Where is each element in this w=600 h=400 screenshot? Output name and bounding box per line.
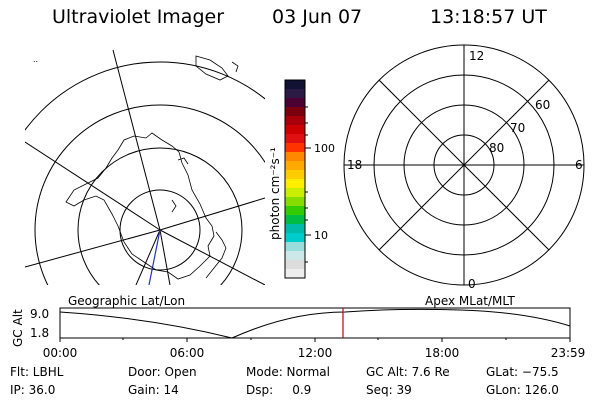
- gc-plot-ylabel: GC Alt: [11, 309, 25, 347]
- colorbar-segment: [285, 233, 305, 243]
- colorbar-frame: [284, 79, 306, 279]
- colorbar-ticks: [305, 106, 311, 263]
- colorbar-segment: [285, 125, 305, 135]
- mlt-label-12: 12: [469, 49, 484, 63]
- info-glon: GLon: 126.0: [486, 383, 559, 397]
- gc-ytick-9: 9.0: [30, 307, 49, 321]
- app-title: Ultraviolet Imager: [52, 6, 225, 28]
- colorbar-segment: [285, 251, 305, 261]
- mlat-labels: 60 70 80: [489, 98, 550, 155]
- colorbar-segment: [285, 269, 305, 279]
- time-label: 13:18:57 UT: [430, 6, 547, 28]
- gc-plot-frame: [59, 307, 571, 339]
- gc-plot-xticks: 00:00 06:00 12:00 18:00 23:59: [43, 346, 586, 360]
- info-dsp: Dsp: 0.9: [246, 383, 312, 397]
- date-label: 03 Jun 07: [272, 6, 363, 28]
- colorbar-segment: [285, 161, 305, 171]
- gc-xtick-0600: 06:00: [170, 346, 205, 360]
- colorbar-unit-label: photon cm⁻²s⁻¹: [268, 147, 282, 240]
- mlt-label-18: 18: [347, 158, 362, 172]
- apex-caption: Apex MLat/MLT: [425, 294, 515, 308]
- colorbar-tick-10: 10: [314, 229, 328, 242]
- info-seq: Seq: 39: [366, 383, 412, 397]
- colorbar-segment: [285, 80, 305, 90]
- gc-xtick-1200: 12:00: [298, 346, 333, 360]
- colorbar: [285, 80, 305, 279]
- colorbar-segment: [285, 260, 305, 270]
- mlat-label-80: 80: [489, 141, 504, 155]
- colorbar-segment: [285, 143, 305, 153]
- colorbar-segment: [285, 116, 305, 126]
- mlat-label-70: 70: [510, 121, 525, 135]
- colorbar-segment: [285, 197, 305, 207]
- colorbar-segment: [285, 224, 305, 234]
- info-mode: Mode: Normal: [246, 365, 330, 379]
- info-filter: Flt: LBHL: [10, 365, 64, 379]
- colorbar-segment: [285, 215, 305, 225]
- geographic-caption: Geographic Lat/Lon: [68, 294, 185, 308]
- mlat-mlt-grid: [343, 44, 585, 286]
- coast-fragment: ..: [33, 55, 38, 64]
- info-glat: GLat: −75.5: [486, 365, 559, 379]
- gc-ytick-1-8: 1.8: [30, 326, 49, 340]
- mlt-label-6: 6: [575, 158, 583, 172]
- gc-xtick-2359: 23:59: [551, 346, 586, 360]
- info-gain: Gain: 14: [128, 383, 179, 397]
- colorbar-segment: [285, 134, 305, 144]
- mlt-labels: 12 18 6 0: [347, 49, 583, 291]
- colorbar-segment: [285, 206, 305, 216]
- colorbar-segment: [285, 107, 305, 117]
- mlat-label-60: 60: [535, 98, 550, 112]
- coastline: [65, 55, 239, 280]
- colorbar-segment: [285, 179, 305, 189]
- mlt-label-0: 0: [468, 277, 476, 291]
- gc-altitude-curve: [59, 308, 571, 339]
- geographic-map: ..: [25, 50, 265, 285]
- colorbar-segment: [285, 98, 305, 108]
- colorbar-segment: [285, 89, 305, 99]
- gc-plot-ticks: [59, 338, 571, 342]
- gc-xtick-0000: 00:00: [43, 346, 78, 360]
- colorbar-segment: [285, 170, 305, 180]
- geographic-meridians: [25, 50, 265, 285]
- info-ip: IP: 36.0: [10, 383, 56, 397]
- info-door: Door: Open: [128, 365, 197, 379]
- colorbar-segment: [285, 152, 305, 162]
- colorbar-tick-100: 100: [314, 142, 335, 155]
- gc-xtick-1800: 18:00: [425, 346, 460, 360]
- colorbar-segment: [285, 188, 305, 198]
- colorbar-segment: [285, 242, 305, 252]
- geographic-latitude-circles: [25, 61, 265, 285]
- noon-meridian-line: [148, 229, 161, 285]
- info-gc-alt: GC Alt: 7.6 Re: [366, 365, 450, 379]
